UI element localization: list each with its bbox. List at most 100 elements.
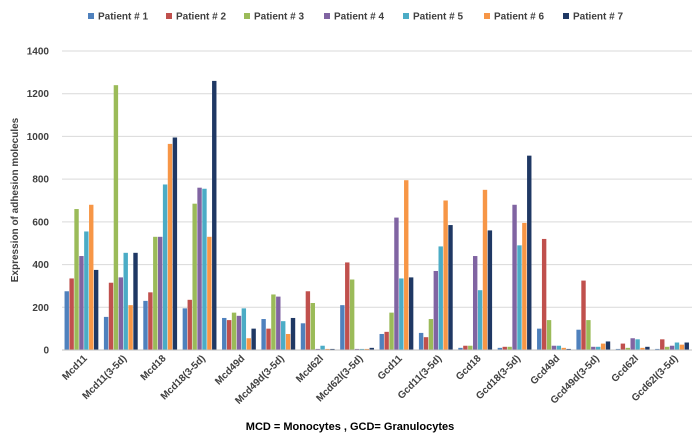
bar bbox=[197, 187, 202, 350]
bar bbox=[84, 231, 89, 350]
bar bbox=[241, 308, 247, 350]
bar bbox=[684, 342, 689, 350]
y-tick-label: 1200 bbox=[27, 89, 50, 100]
bar bbox=[546, 320, 552, 350]
bar bbox=[423, 337, 429, 350]
bar bbox=[143, 300, 148, 350]
x-tick-label: Gcd18 bbox=[454, 353, 484, 383]
bar bbox=[354, 348, 360, 350]
bar bbox=[103, 316, 109, 350]
bar bbox=[669, 345, 675, 350]
bar bbox=[596, 346, 601, 350]
bar bbox=[512, 204, 517, 350]
bar bbox=[330, 348, 335, 350]
bar bbox=[162, 184, 168, 350]
bar bbox=[537, 328, 542, 350]
bar bbox=[222, 317, 227, 350]
bar bbox=[458, 347, 463, 350]
bar bbox=[379, 333, 384, 350]
bar bbox=[477, 290, 483, 350]
bar bbox=[290, 317, 296, 350]
bar bbox=[660, 339, 665, 350]
bar bbox=[226, 320, 232, 350]
bar bbox=[79, 256, 84, 350]
x-tick-label: Mcd11 bbox=[60, 353, 90, 383]
y-axis-title: Expression of adhesion molecules bbox=[10, 117, 21, 282]
x-axis-title: MCD = Monocytes , GCD= Granulocytes bbox=[246, 421, 454, 433]
legend-label: Patient # 5 bbox=[413, 12, 463, 23]
bar bbox=[448, 225, 453, 350]
bar bbox=[527, 155, 532, 350]
bar bbox=[507, 346, 512, 350]
legend-label: Patient # 3 bbox=[254, 12, 304, 23]
bar bbox=[69, 278, 74, 350]
legend-swatch bbox=[244, 13, 250, 19]
legend-label: Patient # 2 bbox=[176, 12, 226, 23]
bar bbox=[128, 305, 133, 350]
bar bbox=[463, 345, 468, 350]
bar bbox=[625, 347, 630, 350]
bar bbox=[172, 137, 178, 350]
bar bbox=[364, 348, 370, 350]
bar bbox=[674, 342, 680, 350]
bar bbox=[305, 291, 311, 350]
legend: Patient # 1 Patient # 2 Patient # 3 Patient… bbox=[88, 12, 623, 23]
bar bbox=[113, 85, 119, 351]
bar bbox=[167, 143, 173, 350]
bar bbox=[118, 277, 124, 350]
y-tick-label: 200 bbox=[32, 303, 49, 314]
bar bbox=[551, 345, 557, 350]
bar bbox=[349, 279, 355, 350]
y-tick-label: 800 bbox=[32, 175, 49, 186]
legend-label: Patient # 1 bbox=[98, 12, 148, 23]
bar bbox=[502, 346, 507, 350]
x-tick-label: Gcd11 bbox=[376, 353, 405, 382]
bar bbox=[133, 252, 138, 350]
y-tick-label: 1000 bbox=[27, 132, 50, 143]
y-tick-label: 1400 bbox=[27, 47, 50, 58]
bar bbox=[586, 320, 591, 350]
legend-swatch bbox=[484, 13, 490, 19]
bar bbox=[591, 346, 596, 350]
bar bbox=[108, 282, 114, 350]
bar bbox=[246, 338, 251, 350]
bar bbox=[310, 303, 315, 350]
bar bbox=[231, 312, 237, 351]
bar bbox=[300, 323, 306, 350]
bar bbox=[418, 332, 424, 350]
bar bbox=[281, 321, 286, 350]
y-tick-label: 0 bbox=[43, 346, 49, 357]
bar bbox=[315, 348, 320, 350]
bar bbox=[261, 319, 266, 350]
bar bbox=[182, 308, 188, 350]
legend-swatch bbox=[563, 13, 569, 19]
bar bbox=[384, 331, 389, 350]
bar bbox=[207, 236, 212, 350]
bar bbox=[266, 328, 271, 350]
bar bbox=[645, 346, 650, 350]
bar bbox=[276, 296, 281, 350]
x-tick-label: Mcd18 bbox=[139, 353, 169, 383]
bar bbox=[271, 294, 276, 350]
bar bbox=[340, 305, 345, 350]
bar bbox=[212, 80, 217, 351]
bar bbox=[359, 348, 365, 350]
bar bbox=[394, 217, 399, 350]
bar bbox=[428, 319, 434, 350]
legend-label: Patient # 7 bbox=[573, 12, 623, 23]
bar bbox=[74, 209, 79, 350]
bar bbox=[576, 329, 581, 350]
bar bbox=[389, 312, 394, 351]
legend-label: Patient # 6 bbox=[494, 12, 544, 23]
bar bbox=[438, 246, 443, 350]
bar bbox=[679, 344, 685, 350]
legend-swatch bbox=[403, 13, 409, 19]
bar bbox=[566, 348, 571, 350]
bar bbox=[236, 315, 242, 350]
bar bbox=[497, 347, 503, 350]
bar bbox=[251, 328, 256, 350]
bar bbox=[640, 347, 645, 350]
bars bbox=[64, 80, 689, 351]
